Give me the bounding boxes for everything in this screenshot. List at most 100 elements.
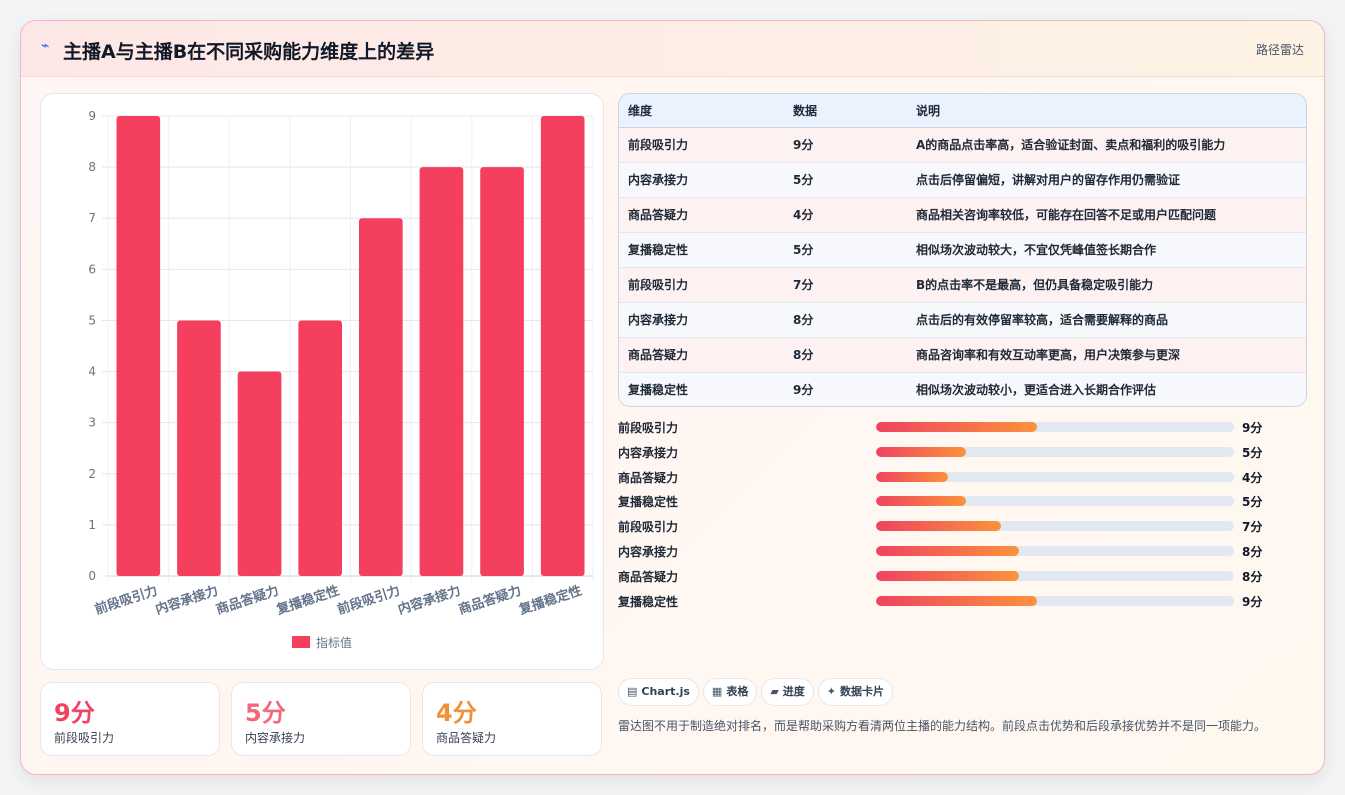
y-tick-label: 3 <box>88 416 96 430</box>
table-cell-dimension: 复播稳定性 <box>628 383 689 398</box>
table-cell-description: 相似场次波动较小，更适合进入长期合作评估 <box>916 383 1157 398</box>
progress-row: 复播稳定性 5分 <box>618 490 1268 515</box>
x-tick-label: 前段吸引力 <box>335 583 402 618</box>
progress-label: 前段吸引力 <box>618 520 679 535</box>
progress-label: 前段吸引力 <box>618 421 679 435</box>
bar[interactable] <box>298 320 343 576</box>
progress-track <box>876 496 1234 507</box>
progress-icon: ▰ <box>770 685 779 698</box>
table-cell-dimension: 商品答疑力 <box>628 348 689 362</box>
dashboard-card: ⌁ 主播A与主播B在不同采购能力维度上的差异 路径雷达 0 1 2 3 4 5 6 7 8 9 前段… <box>20 20 1325 775</box>
table-cell-score: 7分 <box>793 278 814 292</box>
table-row: 内容承接力 8分 点击后的有效停留率较高，适合需要解释的商品 <box>619 302 1306 337</box>
chip-label: 表格 <box>726 685 749 698</box>
progress-row: 商品答疑力 4分 <box>618 466 1268 491</box>
progress-value: 9分 <box>1242 421 1263 435</box>
table-row: 商品答疑力 8分 商品咨询率和有效互动率更高，用户决策参与更深 <box>619 337 1306 372</box>
progress-row: 商品答疑力 8分 <box>618 565 1268 590</box>
progress-label: 商品答疑力 <box>618 569 679 584</box>
progress-fill <box>876 446 966 457</box>
table-cell-dimension: 内容承接力 <box>628 173 689 187</box>
stat-value: 4分 <box>436 699 477 727</box>
progress-label: 内容承接力 <box>618 544 679 559</box>
bar[interactable] <box>540 116 585 576</box>
progress-row: 内容承接力 8分 <box>618 540 1268 565</box>
pulse-icon: ⌁ <box>41 38 50 54</box>
progress-fill <box>876 471 948 482</box>
x-tick-label: 内容承接力 <box>396 583 463 618</box>
progress-row: 复播稳定性 9分 <box>618 590 1268 615</box>
stat-value: 9分 <box>54 699 95 727</box>
table-cell-score: 4分 <box>793 208 814 222</box>
table-cell-description: 商品相关咨询率较低，可能存在回答不足或用户匹配问题 <box>916 208 1217 222</box>
progress-value: 7分 <box>1242 520 1263 535</box>
table-cell-description: A的商品点击率高，适合验证封面、卖点和福利的吸引能力 <box>916 138 1226 152</box>
table-row: 商品答疑力 4分 商品相关咨询率较低，可能存在回答不足或用户匹配问题 <box>619 197 1306 232</box>
progress-track <box>876 595 1234 606</box>
table-cell-description: 点击后停留偏短，讲解对用户的留存作用仍需验证 <box>916 173 1181 187</box>
table-cell-dimension: 商品答疑力 <box>628 208 689 222</box>
bar-chart: 0123456789前段吸引力内容承接力商品答疑力复播稳定性前段吸引力内容承接力… <box>88 109 594 650</box>
chip-label: Chart.js <box>641 685 690 698</box>
table-cell-score: 9分 <box>793 138 814 152</box>
y-tick-label: 6 <box>88 262 96 276</box>
table-cell-dimension: 前段吸引力 <box>628 278 689 292</box>
progress-row: 内容承接力 5分 <box>618 441 1268 466</box>
y-tick-label: 7 <box>88 211 96 225</box>
bar[interactable] <box>177 320 221 576</box>
progress-value: 8分 <box>1242 544 1263 559</box>
header-tag: 路径雷达 <box>1255 43 1304 57</box>
progress-track <box>876 422 1234 432</box>
bar[interactable] <box>358 218 403 576</box>
bar-chart-panel: 0 1 2 3 4 5 6 7 8 9 前段吸引力 内容承接力 商品答疑力 复播稳定性 前段吸引力 内容承接力… <box>40 93 604 670</box>
x-tick-label: 商品答疑力 <box>457 583 524 618</box>
chip-chart[interactable]: ▤ Chart.js <box>618 678 699 706</box>
progress-value: 8分 <box>1242 569 1263 584</box>
table-icon: ▦ <box>711 685 723 698</box>
card-header: ⌁ 主播A与主播B在不同采购能力维度上的差异 路径雷达 <box>21 21 1324 77</box>
table-header-data: 数据 <box>784 94 907 128</box>
page-title: 主播A与主播B在不同采购能力维度上的差异 <box>63 41 435 63</box>
stat-value: 5分 <box>245 699 286 727</box>
progress-label: 复播稳定性 <box>618 495 679 510</box>
progress-row: 前段吸引力 9分 <box>618 416 1268 441</box>
table-cell-dimension: 复播稳定性 <box>628 243 689 257</box>
legend-swatch <box>292 636 310 648</box>
table-cell-score: 8分 <box>793 348 814 362</box>
y-tick-label: 8 <box>88 160 96 174</box>
y-tick-label: 5 <box>88 313 96 327</box>
table-cell-dimension: 前段吸引力 <box>628 138 689 152</box>
table-cell-score: 9分 <box>793 383 814 398</box>
y-tick-label: 4 <box>88 365 96 379</box>
bar[interactable] <box>419 167 464 576</box>
table-cell-dimension: 内容承接力 <box>628 313 689 327</box>
bar[interactable] <box>116 116 161 576</box>
table-cell-score: 5分 <box>793 243 814 257</box>
chip-progress[interactable]: ▰ 进度 <box>761 678 814 706</box>
stat-card: 4分 商品答疑力 <box>422 682 602 756</box>
progress-value: 4分 <box>1242 470 1263 485</box>
table-header-dimension: 维度 <box>619 94 784 128</box>
x-tick-label: 商品答疑力 <box>214 583 281 618</box>
progress-track <box>876 570 1234 581</box>
progress-fill <box>876 496 966 507</box>
stat-label: 前段吸引力 <box>54 731 115 745</box>
bar[interactable] <box>237 371 282 576</box>
x-tick-label: 复播稳定性 <box>274 583 342 619</box>
chip-table[interactable]: ▦ 表格 <box>702 678 758 706</box>
table-row: 复播稳定性 9分 相似场次波动较小，更适合进入长期合作评估 <box>619 372 1306 406</box>
y-tick-label: 0 <box>88 569 96 583</box>
table-header-row: 维度 数据 说明 <box>619 94 1306 128</box>
table-row: 复播稳定性 5分 相似场次波动较大，不宜仅凭峰值签长期合作 <box>619 232 1306 267</box>
chip-sparkle[interactable]: ✦ 数据卡片 <box>817 678 894 706</box>
progress-value: 5分 <box>1242 495 1263 510</box>
bar[interactable] <box>480 167 524 576</box>
x-tick-label: 复播稳定性 <box>516 583 584 619</box>
stat-card: 5分 内容承接力 <box>231 682 411 756</box>
progress-value: 5分 <box>1242 445 1263 460</box>
table-cell-description: 相似场次波动较大，不宜仅凭峰值签长期合作 <box>916 243 1157 257</box>
table-row: 前段吸引力 7分 B的点击率不是最高，但仍具备稳定吸引能力 <box>619 267 1306 302</box>
y-tick-label: 1 <box>88 518 96 532</box>
progress-track <box>876 545 1234 556</box>
progress-label: 内容承接力 <box>618 445 679 460</box>
